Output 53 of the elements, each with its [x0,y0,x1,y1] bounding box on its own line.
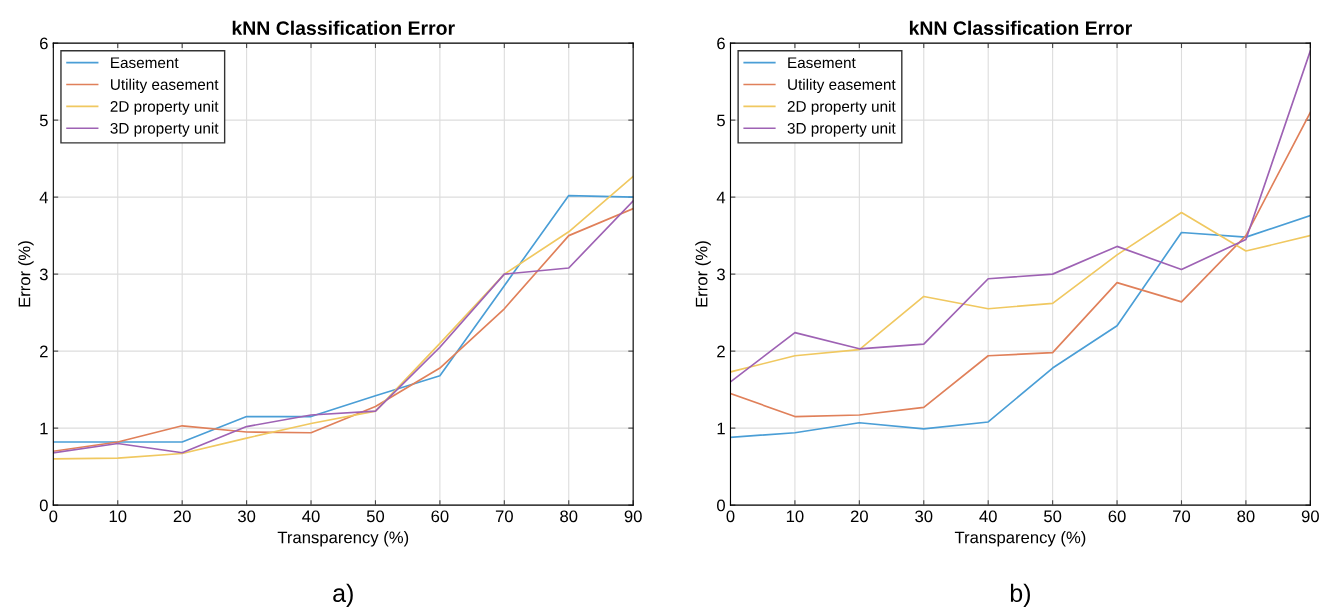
x-tick-label: 20 [850,510,868,523]
y-tick-label: 0 [717,499,725,512]
x-tick-label: 90 [1301,510,1319,523]
y-tick-label: 3 [39,268,48,281]
x-tick-label: 40 [979,510,997,523]
x-tick-label: 40 [302,510,320,523]
y-tick-label: 6 [717,37,725,50]
legend-label: 3D property unit [110,122,219,137]
legend-label: Easement [111,57,179,69]
x-tick-label: 50 [1044,510,1062,523]
x-tick-label: 30 [237,510,256,523]
x-tick-label: 90 [624,510,642,523]
legend-label: Utility easement [111,78,219,93]
x-tick-label: 20 [173,510,191,523]
y-tick-label: 2 [40,345,48,358]
x-tick-label: 50 [366,510,385,523]
y-tick-label: 4 [39,191,48,204]
text: b) [1010,583,1030,607]
line-series [730,214,1311,439]
x-tick-label: 0 [49,510,58,523]
y-tick-label: 1 [717,422,725,435]
y-tick-label: 0 [39,499,48,512]
legend-label: 3D property unit [787,122,896,137]
legend-label: Utility easement [788,78,896,93]
line-series [730,211,1311,373]
line-series [730,49,1311,383]
chart-title: kNN Classification Error [909,20,1132,35]
x-tick-label: 70 [495,510,513,523]
y-tick-label: 5 [39,114,48,127]
y-tick-label: 5 [717,114,725,127]
x-tick-label: 80 [560,510,578,523]
legend-label: 2D property unit [787,100,896,115]
x-tick-label: 70 [1173,510,1191,523]
y-tick-label: 6 [40,37,48,50]
x-tick-label: 10 [786,510,804,523]
y-axis-title: Error (%) [18,241,34,307]
chart-title: kNN Classification Error [232,20,455,35]
x-tick-label: 60 [431,510,449,523]
legend-label: Easement [788,57,856,69]
y-tick-label: 2 [717,345,725,358]
y-tick-label: 1 [40,422,48,435]
y-tick-label: 3 [716,268,725,281]
x-tick-label: 0 [726,510,735,523]
y-axis-title: Error (%) [695,241,711,307]
x-tick-label: 60 [1108,510,1126,523]
x-axis-title: Transparency (%) [277,531,409,547]
legend-label: 2D property unit [110,100,219,115]
y-tick-label: 4 [716,191,726,204]
x-axis-title: Transparency (%) [954,531,1086,547]
x-tick-label: 80 [1237,510,1255,523]
x-tick-label: 10 [109,510,127,523]
text: a) [333,583,353,607]
x-tick-label: 30 [915,510,933,523]
